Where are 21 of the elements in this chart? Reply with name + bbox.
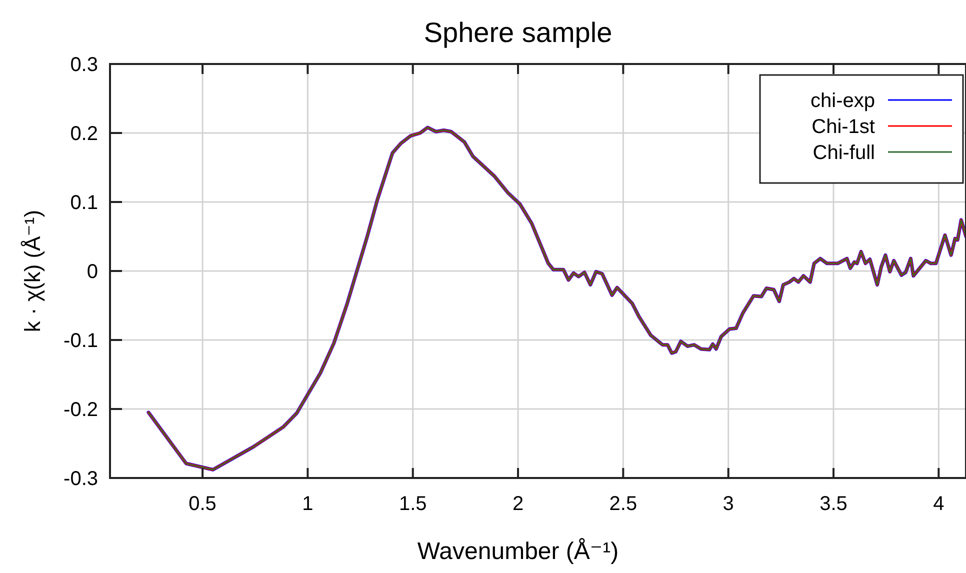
y-tick-label: 0 [86,261,98,283]
x-tick-label: 4 [933,493,944,515]
x-tick-label: 1.5 [398,493,427,515]
chart-title: Sphere sample [424,17,612,48]
x-tick-label: 2 [512,493,524,515]
y-axis-title: k · χ(k) (Å⁻¹) [20,210,45,332]
y-tick-label: -0.3 [64,468,98,490]
y-tick-label: 0.3 [70,54,98,76]
y-tick-label: 0.2 [70,123,98,145]
y-tick-label: 0.1 [70,192,98,214]
legend-label: Chi-1st [812,116,876,138]
x-tick-label: 2.5 [609,493,638,515]
legend-label: Chi-full [812,142,875,164]
x-tick-label: 1 [302,493,314,515]
y-tick-label: -0.1 [64,330,98,352]
x-tick-label: 3 [722,493,734,515]
x-axis-title: Wavenumber (Å⁻¹) [417,538,619,565]
x-tick-label: 0.5 [188,493,216,515]
legend-label: chi-exp [810,90,875,112]
x-tick-label: 3.5 [820,493,848,515]
y-tick-label: -0.2 [64,399,98,421]
